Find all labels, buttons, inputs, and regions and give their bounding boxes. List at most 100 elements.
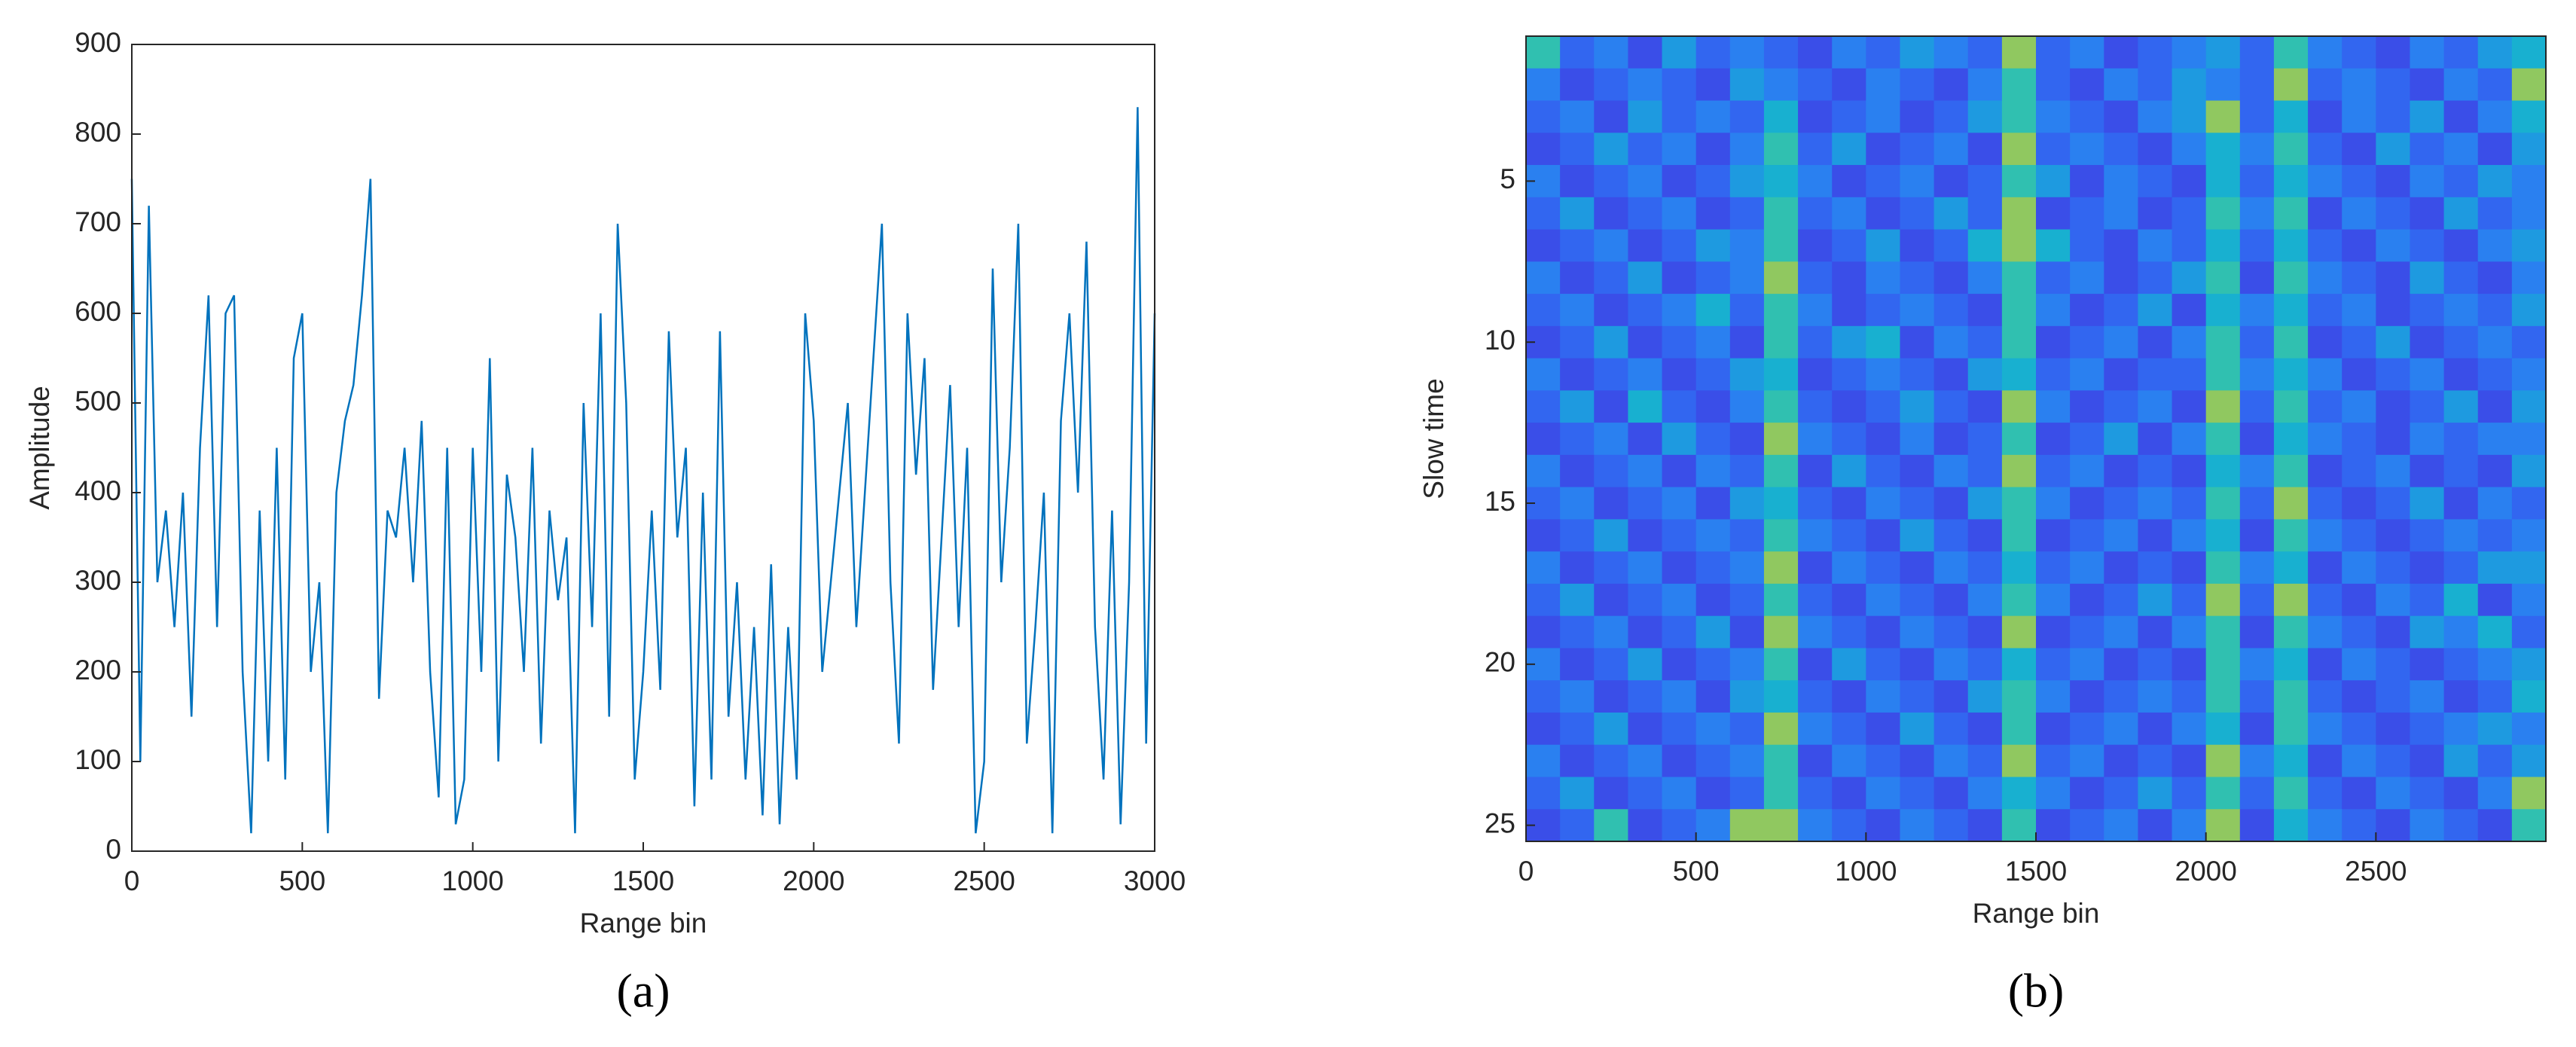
heat-cell <box>2001 36 2037 69</box>
heat-cell <box>2443 68 2479 102</box>
heat-cell <box>2376 165 2410 198</box>
heat-cell <box>2342 487 2376 520</box>
heat-cell <box>1526 615 1561 649</box>
heat-cell <box>1798 423 1833 456</box>
heat-cell <box>2273 712 2309 746</box>
heat-cell <box>2172 358 2207 391</box>
heat-cell <box>1832 261 1866 295</box>
heat-cell <box>2205 325 2241 359</box>
heat-cell <box>2342 68 2376 102</box>
heat-cell <box>2239 36 2275 69</box>
heat-cell <box>1967 165 2003 198</box>
heat-cell <box>2239 519 2275 552</box>
heat-cell <box>1695 133 1731 166</box>
heat-cell <box>2511 583 2547 617</box>
heat-cell <box>1628 551 1663 585</box>
heat-cell <box>2036 583 2071 617</box>
heat-cell <box>1866 197 1900 230</box>
heat-cell <box>2477 454 2513 488</box>
heat-cell <box>2511 294 2547 327</box>
heat-cell <box>2410 100 2445 133</box>
heat-cell <box>1798 777 1833 810</box>
heat-cell <box>1560 261 1595 295</box>
heat-cell <box>1662 487 1697 520</box>
heat-cell <box>1594 809 1628 842</box>
heat-cell <box>2308 551 2343 585</box>
heat-cell <box>2308 583 2343 617</box>
heat-cell <box>2138 648 2173 681</box>
x-tick-label: 0 <box>124 865 140 896</box>
heat-cell <box>2477 423 2513 456</box>
heat-cell <box>2205 229 2241 262</box>
heat-cell <box>2036 325 2071 359</box>
heat-cell <box>2273 229 2309 262</box>
heat-cell <box>1967 423 2003 456</box>
heat-cell <box>2138 325 2173 359</box>
heat-cell <box>1662 423 1697 456</box>
heat-cell <box>1526 551 1561 585</box>
heat-cell <box>2036 294 2071 327</box>
heat-cell <box>1729 165 1765 198</box>
heat-cell <box>1866 294 1900 327</box>
heat-cell <box>2511 68 2547 102</box>
heat-cell <box>2239 454 2275 488</box>
heat-cell <box>2001 744 2037 777</box>
heat-cell <box>2070 712 2104 746</box>
heat-cell <box>1662 100 1697 133</box>
heat-cell <box>2036 197 2071 230</box>
heat-cell <box>2511 100 2547 133</box>
heat-cell <box>1900 551 1935 585</box>
heat-cell <box>2001 487 2037 520</box>
heat-cell <box>1662 294 1697 327</box>
heat-cell <box>1798 519 1833 552</box>
heat-cell <box>2376 294 2410 327</box>
heat-cell <box>2477 712 2513 746</box>
heat-cell <box>2239 615 2275 649</box>
heat-cell <box>1628 777 1663 810</box>
heat-cell <box>2239 197 2275 230</box>
heat-cell <box>1763 100 1799 133</box>
heat-cell <box>1866 615 1900 649</box>
heat-cell <box>2410 551 2445 585</box>
heat-cell <box>1594 648 1628 681</box>
heat-cell <box>2138 615 2173 649</box>
heat-cell <box>1729 583 1765 617</box>
heat-cell <box>1866 648 1900 681</box>
heat-cell <box>2001 197 2037 230</box>
heat-cell <box>2239 261 2275 295</box>
heat-cell <box>1763 712 1799 746</box>
heat-cell <box>1729 648 1765 681</box>
heat-cell <box>2172 519 2207 552</box>
heat-cell <box>1763 454 1799 488</box>
heat-cell <box>1934 615 1969 649</box>
heat-cell <box>2511 358 2547 391</box>
heat-cell <box>1526 294 1561 327</box>
heat-cell <box>2036 809 2071 842</box>
heat-cell <box>2070 261 2104 295</box>
heat-cell <box>2308 294 2343 327</box>
heat-cell <box>2104 648 2138 681</box>
heat-cell <box>1695 551 1731 585</box>
heat-cell <box>2104 777 2138 810</box>
heat-cell <box>1798 325 1833 359</box>
y-tick-label: 700 <box>75 206 121 237</box>
heat-cell <box>1729 100 1765 133</box>
heat-cell <box>1763 165 1799 198</box>
heat-cell <box>1967 358 2003 391</box>
heat-cell <box>2443 36 2479 69</box>
heat-cell <box>2104 325 2138 359</box>
heat-cell <box>2511 36 2547 69</box>
heat-cell <box>2172 454 2207 488</box>
heat-cell <box>1628 519 1663 552</box>
heat-cell <box>2239 583 2275 617</box>
heat-cell <box>2070 487 2104 520</box>
heat-cell <box>1729 294 1765 327</box>
heat-cell <box>2070 777 2104 810</box>
heat-cell <box>1832 487 1866 520</box>
heat-cell <box>1594 583 1628 617</box>
heat-cell <box>2273 133 2309 166</box>
heat-cell <box>2308 519 2343 552</box>
heat-cell <box>2001 390 2037 423</box>
heat-cell <box>2205 261 2241 295</box>
heat-cell <box>1832 809 1866 842</box>
